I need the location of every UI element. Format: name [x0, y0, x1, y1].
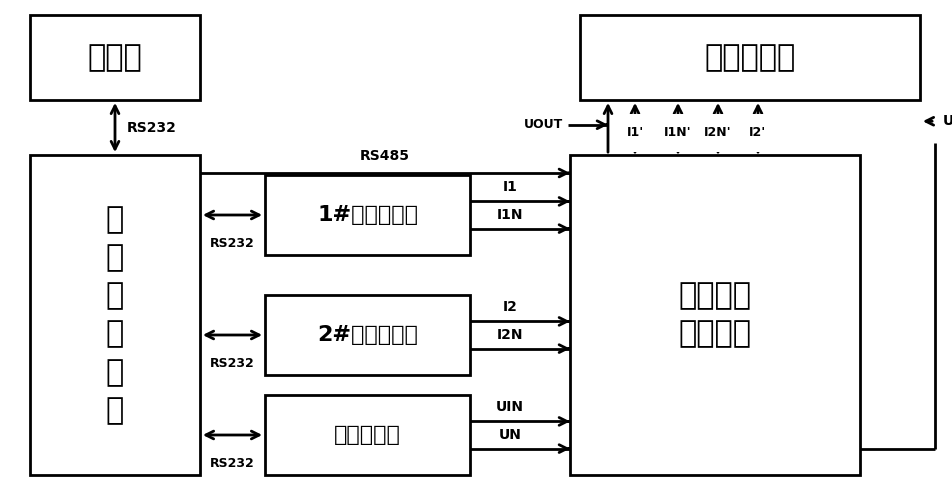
Text: 1#程控电流源: 1#程控电流源	[317, 205, 418, 225]
Text: 程控电压源: 程控电压源	[334, 425, 401, 445]
Bar	[265, 395, 470, 475]
Text: RS232: RS232	[210, 457, 255, 470]
Text: 2#程控电流源: 2#程控电流源	[317, 325, 418, 345]
Text: RS232: RS232	[210, 237, 255, 250]
Bar	[265, 175, 470, 255]
Text: RS485: RS485	[360, 149, 410, 163]
Text: 通
信
控
制
电
路: 通 信 控 制 电 路	[106, 205, 124, 425]
Text: 计算机: 计算机	[88, 43, 143, 72]
Bar	[30, 15, 200, 100]
Text: 窃电仿真
模拟电路: 窃电仿真 模拟电路	[679, 282, 751, 348]
Bar	[265, 295, 470, 375]
Text: I1': I1'	[626, 126, 644, 139]
Text: 单相电能表: 单相电能表	[704, 43, 796, 72]
Text: I1N': I1N'	[664, 126, 692, 139]
Text: I2': I2'	[749, 126, 766, 139]
Text: I2N: I2N	[497, 328, 524, 342]
Text: UIN: UIN	[496, 400, 524, 414]
Text: RS232: RS232	[127, 120, 177, 134]
Text: I2N': I2N'	[704, 126, 732, 139]
Text: RS232: RS232	[210, 357, 255, 370]
Text: I1N: I1N	[497, 208, 524, 222]
Text: UN: UN	[943, 114, 952, 128]
Text: UN: UN	[499, 428, 522, 442]
Text: UOUT: UOUT	[524, 118, 563, 131]
Bar	[30, 155, 200, 475]
Text: I1: I1	[503, 180, 518, 194]
Text: I2: I2	[503, 300, 518, 314]
Bar	[580, 15, 920, 100]
Bar	[570, 155, 860, 475]
